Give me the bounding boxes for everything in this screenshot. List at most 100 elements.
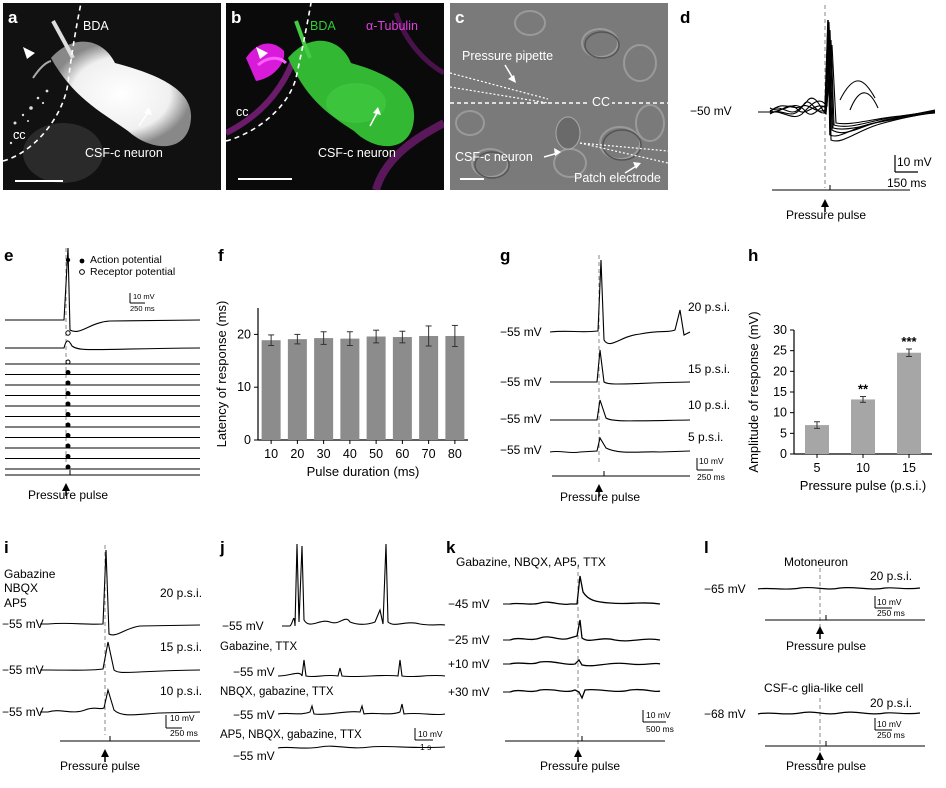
panel-d-stimulus-label: Pressure pulse (786, 208, 867, 222)
panel-l-letter: l (704, 538, 709, 557)
panel-g-scale-v: 10 mV (699, 456, 724, 466)
panel-i-trace-2-psi: 15 p.s.i. (160, 640, 203, 654)
panel-j-trace-1-vm: −55 mV (222, 619, 264, 633)
panel-b-bda-label: BDA (310, 19, 336, 33)
panel-i-trace-3-psi: 10 p.s.i. (160, 684, 203, 698)
panel-g-trace-3-psi: 10 p.s.i. (688, 398, 731, 412)
panel-l-top-stimulus-label: Pressure pulse (786, 639, 867, 653)
panel-a-micrograph: BDA cc CSF-c neuron (3, 3, 221, 190)
panel-f-ytick-label: 0 (244, 433, 251, 447)
panel-l-top-scale-t: 250 ms (877, 608, 905, 618)
panel-j-trace-3-vm: −55 mV (233, 708, 275, 722)
panel-h-xtick-label: 15 (902, 461, 916, 475)
panel-h-ytick-label: 20 (773, 364, 787, 378)
panel-h-xtick-label: 10 (856, 461, 870, 475)
panel-l-top-title: Motoneuron (784, 555, 849, 569)
panel-j-trace-3-cond: NBQX, gabazine, TTX (220, 686, 334, 698)
panel-k-trace-1-vm: −45 mV (448, 597, 490, 611)
panel-l-bottom-scale-t: 250 ms (877, 730, 905, 740)
panel-c-electrode-label: Patch electrode (574, 171, 661, 185)
panel-f-bar (287, 339, 307, 440)
panel-f-bar (261, 340, 281, 440)
panel-l-bottom-scale-v: 10 mV (877, 719, 902, 729)
panel-g-trace-4-vm: −55 mV (500, 443, 542, 457)
panel-j-trace-4-vm: −55 mV (233, 749, 275, 763)
panel-j-scale-t: 1 s (420, 742, 432, 752)
panel-h-ytick-label: 25 (773, 344, 787, 358)
panel-f-ytick-label: 10 (237, 380, 251, 394)
panel-a-cc-label: cc (13, 128, 26, 142)
panel-g-trace-4-psi: 5 p.s.i. (688, 430, 724, 444)
panel-f-xtick-label: 10 (264, 447, 278, 461)
panel-c-cc-label: CC (590, 95, 613, 109)
panel-i-trace-1-psi: 20 p.s.i. (160, 586, 203, 600)
panel-e-raster (5, 247, 201, 496)
panel-g-traces (549, 255, 713, 497)
panel-h-bar (851, 399, 875, 454)
panel-b-cc-label: cc (236, 105, 249, 119)
panel-f-xtick-label: 40 (343, 447, 357, 461)
panel-f-xtick-label: 80 (448, 447, 462, 461)
panel-f-bar (314, 338, 334, 440)
panel-c-micrograph: Pressure pipette CC CSF-c neuron Patch e… (450, 3, 668, 190)
panel-l-bottom-stimulus-label: Pressure pulse (786, 759, 867, 773)
panel-f-bar (419, 335, 439, 440)
e-rp-marker (65, 330, 71, 336)
panel-f-bar (366, 336, 386, 440)
panel-l-top-scale-v: 10 mV (877, 597, 902, 607)
panel-f-x-axis-label: Pulse duration (ms) (307, 464, 420, 479)
panel-d-scale-v: 10 mV (897, 155, 932, 169)
panel-l-bottom-title: CSF-c glia-like cell (764, 681, 864, 695)
panel-i-traces (40, 545, 201, 762)
panel-k-scale-t: 500 ms (646, 724, 674, 734)
panel-k-scale-v: 10 mV (646, 710, 671, 720)
panel-l-top-vm: −65 mV (704, 582, 746, 596)
panel-l-bottom-psi: 20 p.s.i. (870, 696, 913, 710)
panel-g-stimulus-label: Pressure pulse (560, 490, 641, 504)
panel-b-letter: b (231, 8, 242, 27)
panel-i-trace-1-vm: −55 mV (2, 617, 44, 631)
panel-i-drug-2: NBQX (4, 581, 39, 595)
panel-f-bar-chart: 0 10 20 10 20 30 40 50 60 70 80 Pulse duration (ms)… (214, 301, 468, 479)
panel-d-traces (758, 5, 936, 212)
panel-g-trace-2-psi: 15 p.s.i. (688, 362, 731, 376)
panel-i-trace-3-vm: −55 mV (2, 705, 44, 719)
panel-j-traces (277, 543, 446, 749)
panel-d-scale-t: 150 ms (887, 176, 927, 190)
panel-h-x-axis-label: Pressure pulse (p.s.i.) (800, 478, 926, 493)
panel-i-letter: i (4, 538, 9, 557)
panel-e-letter: e (4, 246, 14, 265)
panel-l-bottom-vm: −68 mV (704, 707, 746, 721)
panel-j-trace-2-vm: −55 mV (233, 665, 275, 679)
panel-h-bar-chart: 0 5 10 15 20 25 30 5 10 ** 15 *** Pressure pulse (p.… (746, 311, 932, 493)
panel-k-condition-label: Gabazine, NBQX, AP5, TTX (456, 555, 606, 569)
panel-d-letter: d (680, 8, 691, 27)
panel-g-trace-1-psi: 20 p.s.i. (688, 300, 731, 314)
e-ap-marker (65, 257, 71, 263)
panel-a-neuron-image (3, 3, 221, 190)
panel-f-xtick-label: 30 (317, 447, 331, 461)
panel-j-scale-v: 10 mV (418, 729, 443, 739)
panel-f-letter: f (218, 246, 224, 265)
panel-i-drug-1: Gabazine (4, 567, 56, 581)
panel-k-trace-3-vm: +10 mV (448, 657, 490, 671)
panel-f-bar (340, 338, 360, 440)
panel-h-y-axis-label: Amplitude of response (mV) (746, 311, 761, 472)
panel-e-scale-t: 250 ms (130, 304, 155, 313)
panel-f-ytick-label: 20 (237, 327, 251, 341)
panel-b-micrograph: BDA α-Tubulin cc CSF-c neuron (226, 3, 444, 190)
panel-g-scale-t: 250 ms (697, 472, 725, 482)
panel-c-pipette-label: Pressure pipette (462, 49, 554, 63)
panel-h-ytick-label: 10 (773, 406, 787, 420)
panel-j-letter: j (220, 538, 225, 557)
panel-f-xtick-label: 60 (395, 447, 409, 461)
panel-c-neuron-label: CSF-c neuron (455, 150, 533, 164)
panel-l-top-traces (757, 568, 925, 639)
panel-i-stimulus-label: Pressure pulse (60, 759, 141, 773)
panel-h-letter: h (748, 246, 759, 265)
panel-j-trace-2-cond: Gabazine, TTX (220, 641, 298, 653)
panel-l-top-psi: 20 p.s.i. (870, 569, 913, 583)
panel-h-ytick-label: 30 (773, 323, 787, 337)
panel-k-letter: k (446, 538, 456, 557)
panel-b-neuron-label: CSF-c neuron (318, 146, 396, 160)
